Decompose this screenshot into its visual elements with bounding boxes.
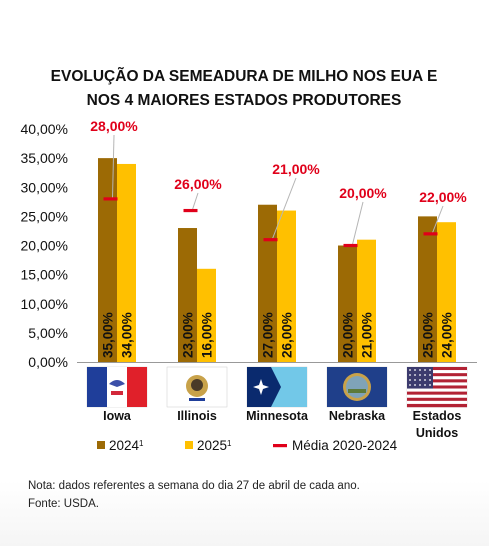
average-value-label: 28,00%	[90, 118, 138, 134]
category-label: Illinois	[177, 409, 217, 423]
category-label: Estados	[413, 409, 462, 423]
bar-value-label: 23,00%	[181, 312, 196, 358]
y-tick-label: 10,00%	[21, 296, 68, 312]
bar-2024-estados-unidos	[418, 216, 437, 362]
footnote: Nota: dados referentes a semana do dia 2…	[28, 480, 360, 492]
average-value-label: 21,00%	[272, 161, 320, 177]
bar-2025-nebraska	[357, 239, 376, 362]
average-value-label: 26,00%	[174, 176, 222, 192]
nebraska-flag-icon	[326, 366, 388, 408]
category-label: Iowa	[103, 409, 132, 423]
leader-line	[432, 205, 444, 234]
leader-line	[192, 192, 199, 210]
legend-swatch-2025	[185, 441, 193, 449]
iowa-flag-icon	[86, 366, 148, 408]
y-tick-label: 35,00%	[21, 150, 68, 166]
bar-value-label: 35,00%	[101, 312, 116, 358]
average-marker	[343, 243, 358, 248]
average-marker	[103, 197, 118, 201]
illinois-flag-icon	[166, 366, 228, 408]
category-label: Minnesota	[246, 409, 309, 423]
chart-title-line-1: EVOLUÇÃO DA SEMEADURA DE MILHO NOS EUA E	[51, 67, 438, 85]
bar-2025-minnesota	[277, 210, 296, 362]
bar-2025-iowa	[117, 163, 136, 362]
bar-2025-estados-unidos	[437, 222, 456, 362]
leader-line	[112, 134, 115, 198]
average-marker	[263, 238, 278, 242]
chart-title-line-2: NOS 4 MAIORES ESTADOS PRODUTORES	[87, 92, 402, 109]
bar-2024-minnesota	[258, 204, 277, 362]
y-tick-label: 25,00%	[21, 208, 68, 224]
bar-value-label: 25,00%	[421, 312, 436, 358]
legend-label-2024: 20241	[109, 438, 144, 453]
y-tick-label: 20,00%	[21, 238, 68, 254]
average-marker	[183, 208, 198, 213]
bar-value-label: 16,00%	[200, 312, 215, 358]
bar-value-label: 21,00%	[360, 312, 375, 358]
bar-2025-illinois	[197, 268, 216, 362]
bar-value-label: 27,00%	[261, 312, 276, 358]
category-label: Nebraska	[329, 409, 386, 423]
average-value-label: 20,00%	[339, 185, 387, 201]
y-tick-label: 30,00%	[21, 179, 68, 195]
usa-flag-icon	[406, 366, 468, 408]
average-value-label: 22,00%	[419, 189, 467, 205]
y-tick-label: 15,00%	[21, 267, 68, 283]
leader-line	[272, 177, 297, 239]
bar-value-label: 24,00%	[440, 312, 455, 358]
legend-label-average: Média 2020-2024	[292, 438, 398, 453]
leader-line	[352, 201, 364, 245]
minnesota-flag-icon	[246, 366, 308, 408]
bar-2024-illinois	[178, 228, 197, 362]
y-tick-label: 0,00%	[28, 354, 68, 370]
y-tick-label: 40,00%	[21, 121, 68, 137]
bar-value-label: 26,00%	[280, 312, 295, 358]
legend-label-2025: 20251	[197, 438, 232, 453]
legend-swatch-2024	[97, 441, 105, 449]
bar-2024-nebraska	[338, 245, 357, 362]
bar-2024-iowa	[98, 158, 117, 362]
legend-swatch-average	[273, 444, 287, 448]
y-tick-label: 5,00%	[28, 325, 68, 341]
source-note: Fonte: USDA.	[28, 498, 99, 510]
category-label: Unidos	[416, 426, 458, 440]
average-marker	[423, 232, 438, 236]
bar-value-label: 34,00%	[120, 312, 135, 358]
bar-value-label: 20,00%	[341, 312, 356, 358]
